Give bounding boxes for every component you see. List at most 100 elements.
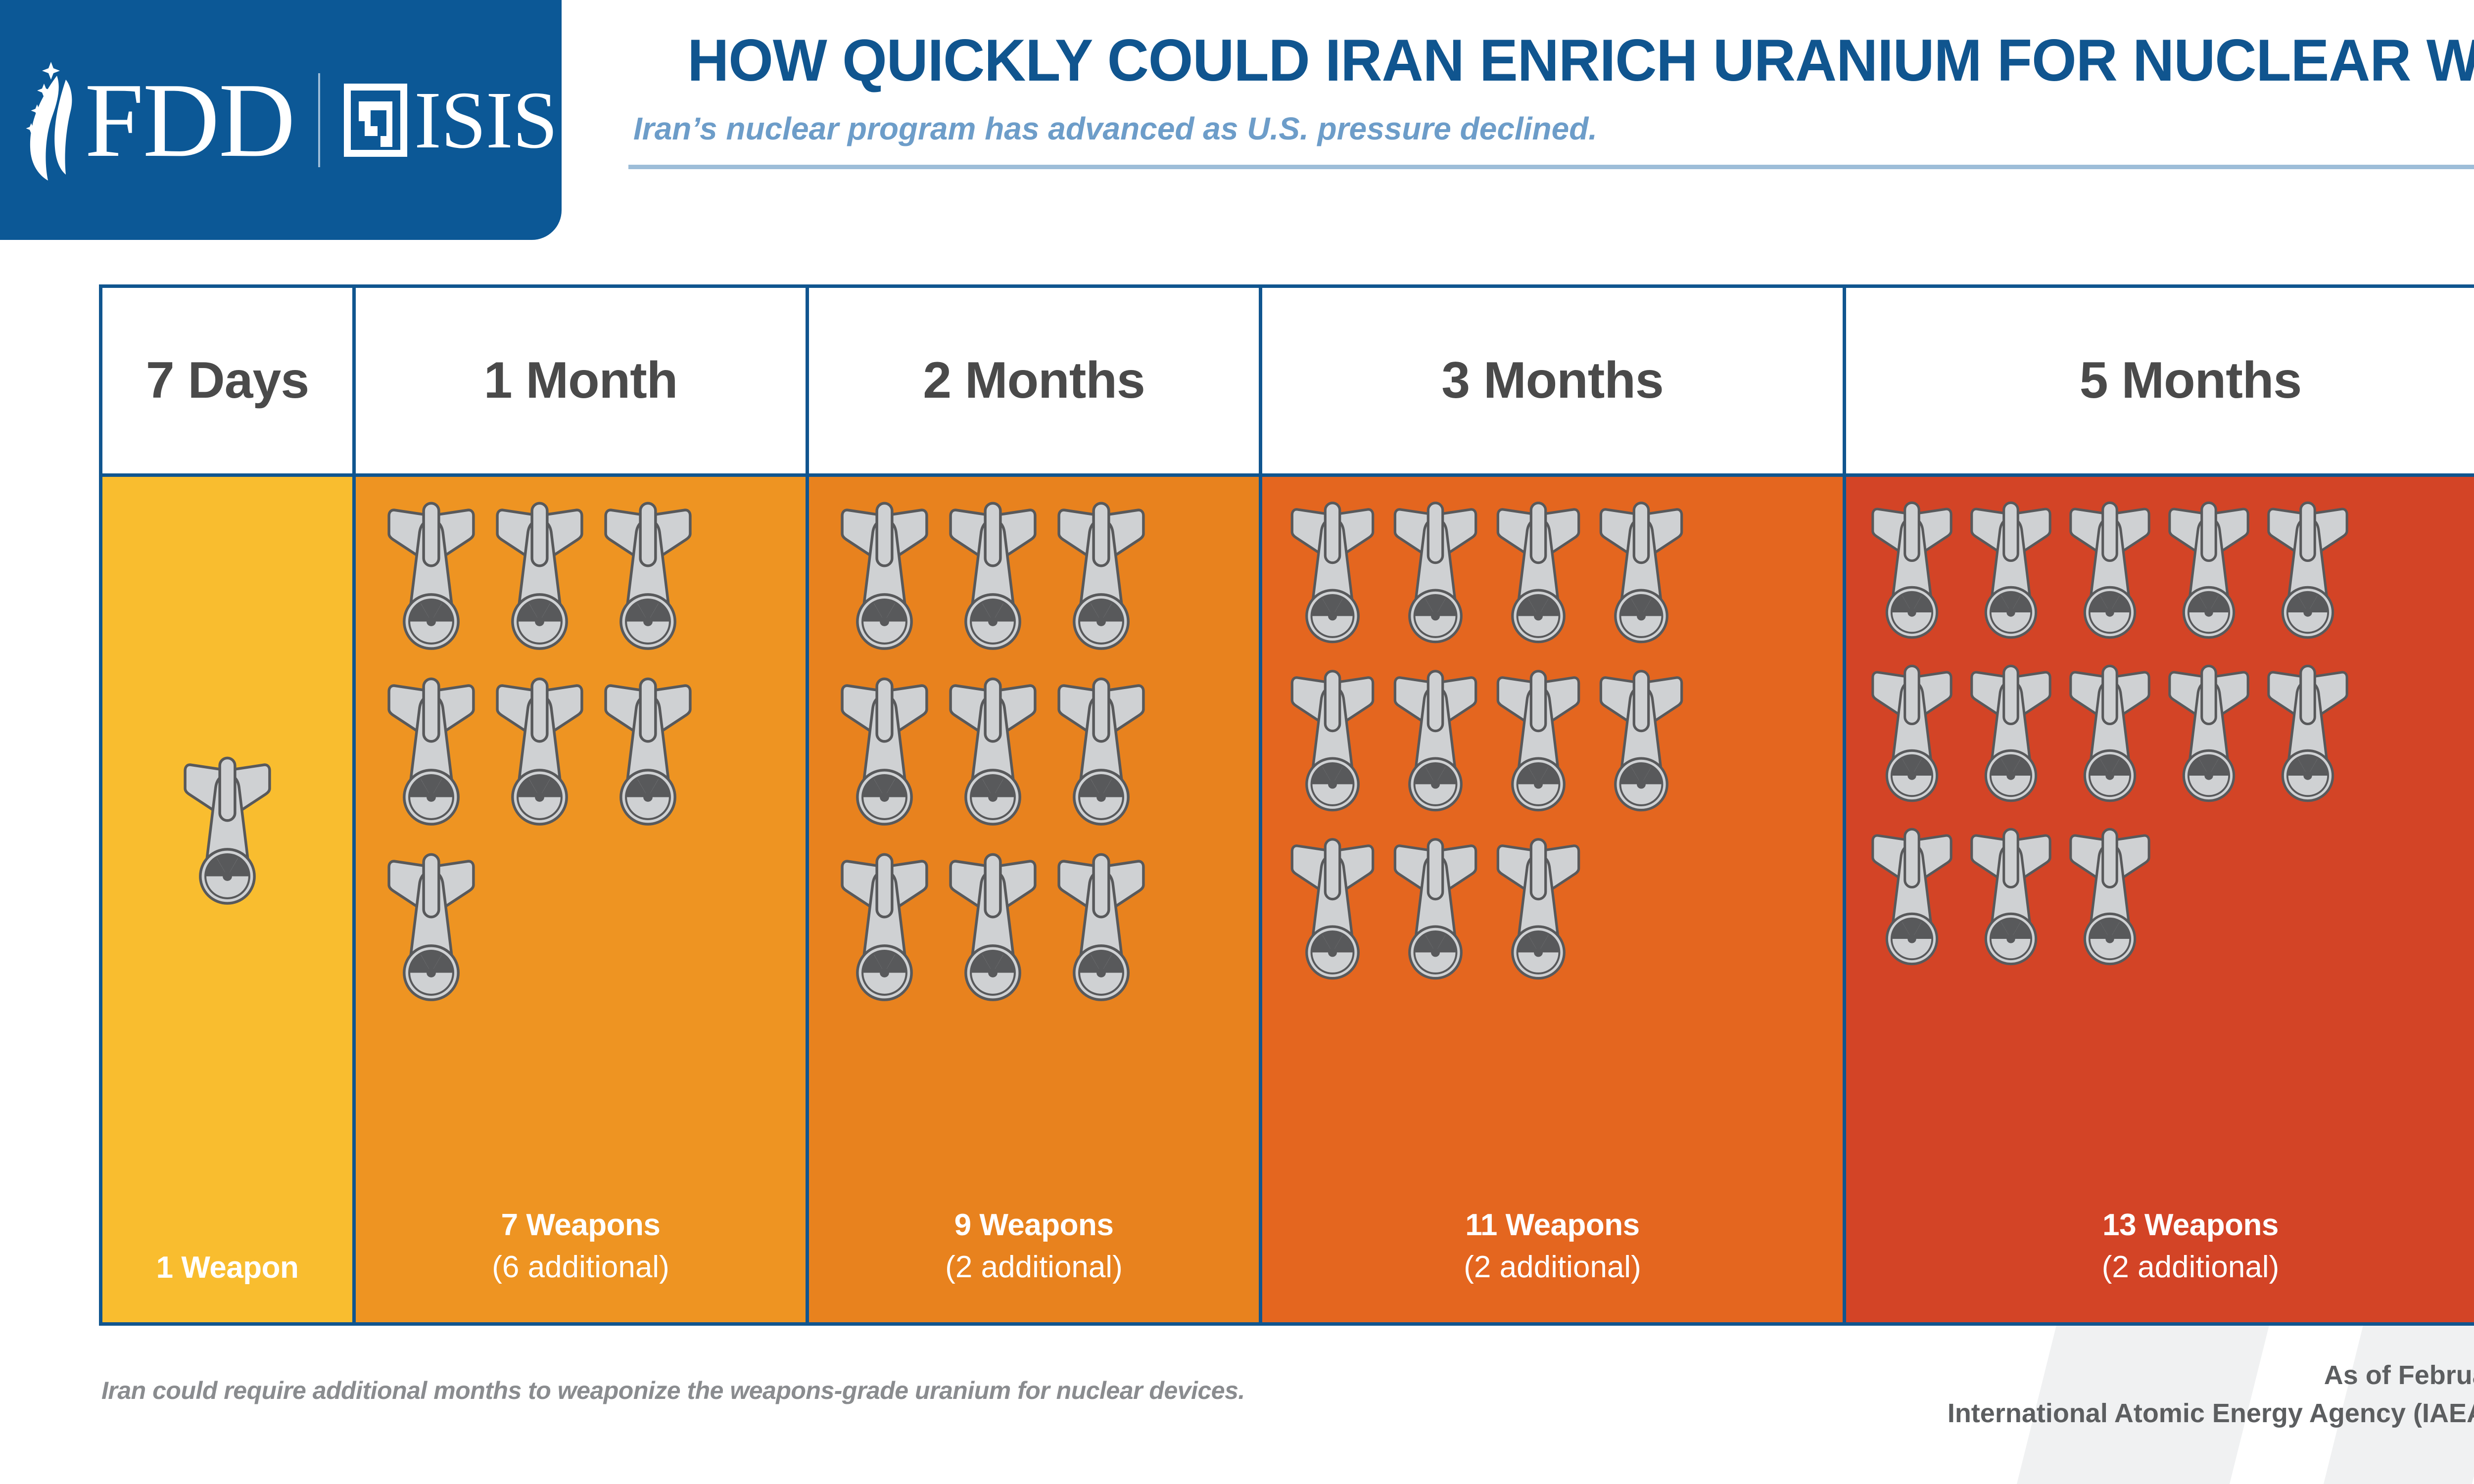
source-report: International Atomic Energy Agency (IAEA…	[1947, 1398, 2474, 1428]
nuclear-bomb-icon	[841, 502, 928, 650]
fdd-wordmark: FDD	[85, 61, 295, 179]
footnote-text: Iran could require additional months to …	[101, 1377, 1245, 1404]
fdd-isis-logo: FDD ISIS	[0, 0, 562, 240]
nuclear-bomb-icon	[1290, 502, 1375, 644]
bomb-icon-row	[1262, 664, 1843, 827]
title-divider-rule	[628, 164, 2474, 169]
bomb-icon-row	[356, 496, 806, 666]
bomb-icon-row	[102, 750, 352, 921]
column-header-1month: 1 Month	[356, 288, 806, 477]
bomb-icon-grid	[356, 496, 806, 1018]
column-header-5months: 5 Months	[1846, 288, 2474, 477]
as-of-date: As of February 2024	[2324, 1360, 2474, 1390]
nuclear-bomb-icon	[184, 756, 271, 905]
bomb-icon-row	[356, 847, 806, 1018]
column-header-label: 5 Months	[2079, 352, 2302, 409]
nuclear-bomb-icon	[1057, 677, 1145, 826]
column-body-2months: 9 Weapons (2 additional)	[809, 477, 1259, 1322]
bomb-icon-row	[1262, 496, 1843, 659]
nuclear-bomb-icon	[1393, 838, 1477, 980]
column-header-2months: 2 Months	[809, 288, 1259, 477]
nuclear-bomb-icon	[1871, 501, 1952, 639]
nuclear-bomb-icon	[1970, 501, 2051, 639]
column-footer-5months: 13 Weapons (2 additional)	[1846, 1208, 2474, 1309]
nuclear-bomb-icon	[387, 677, 475, 826]
bomb-icon-row	[1262, 832, 1843, 995]
nuclear-bomb-icon	[1393, 670, 1477, 812]
nuclear-bomb-icon	[1599, 670, 1683, 812]
nuclear-bomb-icon	[949, 677, 1037, 826]
nuclear-bomb-icon	[2168, 501, 2249, 639]
column-body-3months: 11 Weapons (2 additional)	[1262, 477, 1843, 1322]
column-header-label: 1 Month	[483, 352, 678, 409]
nuclear-bomb-icon	[604, 677, 692, 826]
nuclear-bomb-icon	[1496, 670, 1580, 812]
timeline-column-7days: 7 Days 1 Weapon	[102, 288, 356, 1322]
weapons-timeline-table: 7 Days 1 Weapon 1 Month	[99, 284, 2474, 1326]
logo-divider	[318, 73, 321, 167]
additional-weapons-label: (2 additional)	[2101, 1250, 2280, 1284]
isis-wordmark: ISIS	[414, 75, 558, 165]
nuclear-bomb-icon	[841, 677, 928, 826]
page-header: FDD ISIS HOW QUICKLY COULD IRAN ENRICH U…	[0, 0, 2474, 247]
nuclear-bomb-icon	[604, 502, 692, 650]
column-footer-7days: 1 Weapon	[102, 1251, 352, 1309]
nuclear-bomb-icon	[1970, 664, 2051, 802]
additional-weapons-label: (2 additional)	[945, 1250, 1123, 1284]
column-body-7days: 1 Weapon	[102, 477, 352, 1322]
nuclear-bomb-icon	[2267, 664, 2348, 802]
nuclear-bomb-icon	[2069, 828, 2150, 966]
isis-mark-icon	[344, 83, 408, 157]
nuclear-bomb-icon	[2069, 664, 2150, 802]
weapon-count-label: 7 Weapons	[501, 1208, 661, 1243]
timeline-column-3months: 3 Months	[1262, 288, 1846, 1322]
nuclear-bomb-icon	[1496, 838, 1580, 980]
nuclear-bomb-icon	[1290, 670, 1375, 812]
timeline-column-5months: 5 Months	[1846, 288, 2474, 1322]
column-header-label: 2 Months	[923, 352, 1145, 409]
nuclear-bomb-icon	[2069, 501, 2150, 639]
column-header-3months: 3 Months	[1262, 288, 1843, 477]
column-body-5months: 13 Weapons (2 additional)	[1846, 477, 2474, 1322]
column-header-7days: 7 Days	[102, 288, 352, 477]
nuclear-bomb-icon	[2168, 664, 2249, 802]
column-body-1month: 7 Weapons (6 additional)	[356, 477, 806, 1322]
nuclear-bomb-icon	[387, 853, 475, 1001]
weapon-count-label: 9 Weapons	[954, 1208, 1114, 1243]
bomb-icon-row	[809, 847, 1259, 1018]
bomb-icon-row	[809, 671, 1259, 842]
nuclear-bomb-icon	[496, 502, 583, 650]
weapon-count-label: 11 Weapons	[1465, 1208, 1640, 1243]
nuclear-bomb-icon	[1393, 502, 1477, 644]
bomb-icon-grid	[1846, 496, 2474, 980]
nuclear-bomb-icon	[841, 853, 928, 1001]
nuclear-bomb-icon	[949, 853, 1037, 1001]
page-title: HOW QUICKLY COULD IRAN ENRICH URANIUM FO…	[687, 27, 2474, 93]
weapon-count-label: 13 Weapons	[2102, 1208, 2279, 1243]
bomb-icon-row	[1846, 659, 2474, 817]
additional-weapons-label: (6 additional)	[492, 1250, 669, 1284]
weapon-count-label: 1 Weapon	[156, 1250, 299, 1285]
nuclear-bomb-icon	[1599, 502, 1683, 644]
bomb-icon-grid	[809, 496, 1259, 1018]
bomb-icon-row	[1846, 822, 2474, 980]
column-header-label: 3 Months	[1441, 352, 1664, 409]
column-footer-1month: 7 Weapons (6 additional)	[356, 1208, 806, 1309]
nuclear-bomb-icon	[949, 502, 1037, 650]
nuclear-bomb-icon	[2267, 501, 2348, 639]
nuclear-bomb-icon	[1290, 838, 1375, 980]
bomb-icon-grid	[1262, 496, 1843, 995]
page-subtitle: Iran’s nuclear program has advanced as U…	[633, 110, 1598, 146]
bomb-icon-row	[1846, 496, 2474, 654]
timeline-column-1month: 1 Month	[356, 288, 809, 1322]
nuclear-bomb-icon	[1970, 828, 2051, 966]
nuclear-bomb-icon	[1057, 853, 1145, 1001]
timeline-column-2months: 2 Months	[809, 288, 1262, 1322]
additional-weapons-label: (2 additional)	[1464, 1250, 1641, 1284]
nuclear-bomb-icon	[1871, 828, 1952, 966]
bomb-icon-row	[809, 496, 1259, 666]
column-header-label: 7 Days	[145, 352, 309, 409]
column-footer-2months: 9 Weapons (2 additional)	[809, 1208, 1259, 1309]
bomb-icon-grid	[102, 496, 352, 1176]
nuclear-bomb-icon	[1871, 664, 1952, 802]
